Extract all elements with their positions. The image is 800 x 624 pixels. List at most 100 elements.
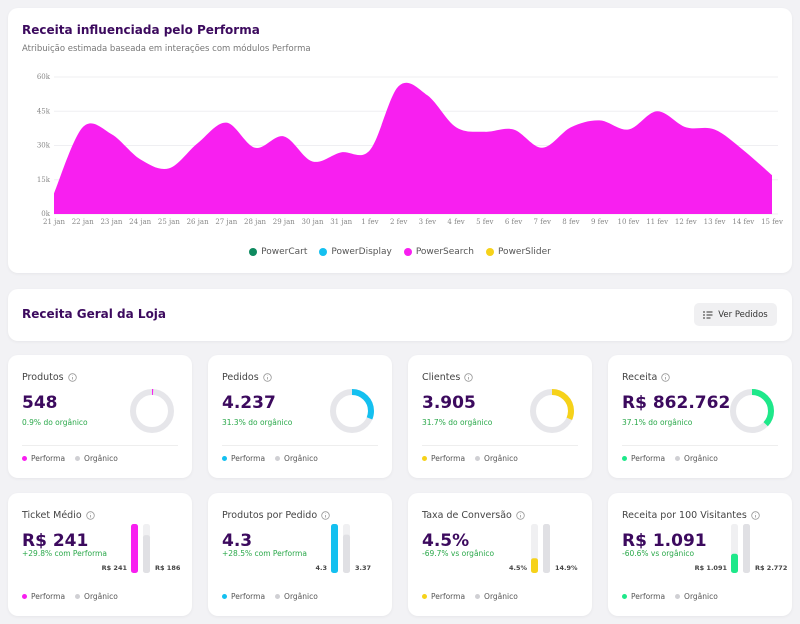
legend-label: Performa [431, 454, 466, 463]
x-tick-label: 27 jan [215, 218, 237, 226]
legend-swatch [622, 594, 627, 599]
x-tick-label: 1 fev [361, 218, 378, 226]
y-tick-label: 45k [37, 107, 51, 115]
x-tick-label: 3 fev [419, 218, 436, 226]
legend-item: PowerCart [249, 247, 307, 257]
x-tick-label: 25 jan [158, 218, 180, 226]
x-tick-label: 13 fev [704, 218, 726, 226]
legend-label: PowerCart [261, 247, 308, 257]
legend-item: Orgânico [75, 592, 118, 601]
bar-value-label: R$ 241 [102, 564, 128, 572]
legend-item: Orgânico [275, 454, 318, 463]
card-note: -60.6% vs orgânico [622, 549, 695, 558]
card-legend: Performa Orgânico [622, 592, 718, 601]
legend-swatch [22, 456, 27, 461]
x-tick-label: 14 fev [732, 218, 754, 226]
legend-item: Performa [22, 454, 65, 463]
x-tick-label: 8 fev [562, 218, 579, 226]
card-note: 0.9% do orgânico [22, 418, 88, 427]
bar-pair: R$ 241 R$ 186 [102, 524, 181, 573]
y-tick-label: 0k [41, 210, 50, 218]
legend-label: Orgânico [284, 592, 318, 601]
info-icon [516, 511, 525, 520]
legend-label: Performa [31, 592, 66, 601]
legend-label: Performa [231, 592, 266, 601]
divider [622, 445, 778, 446]
legend-swatch [675, 594, 681, 599]
legend-swatch [275, 456, 281, 461]
donut [530, 389, 574, 433]
donut-arc [130, 389, 174, 433]
card-title: Produtos [22, 372, 77, 383]
legend-item: Orgânico [675, 454, 718, 463]
legend-swatch [485, 248, 494, 256]
legend-label: Orgânico [684, 454, 718, 463]
donut [730, 389, 774, 433]
bar-value-label: 14.9% [555, 564, 578, 572]
card-value: 548 [22, 393, 58, 413]
bar-card: Receita por 100 Visitantes R$ 1.091 -60.6%… [608, 493, 792, 616]
bar-card: Produtos por Pedido 4.3 +28.5% com Perform… [208, 493, 392, 616]
x-tick-label: 10 fev [617, 218, 639, 226]
card-title: Produtos por Pedido [222, 510, 330, 521]
donut-arc [530, 389, 574, 433]
info-icon [321, 511, 330, 520]
x-tick-label: 31 jan [330, 218, 352, 226]
area [54, 82, 772, 215]
card-title: Clientes [422, 372, 473, 383]
legend-swatch [222, 594, 227, 599]
info-ring [661, 373, 670, 382]
card-title-text: Receita [622, 372, 658, 383]
divider [22, 445, 178, 446]
x-tick-label: 2 fev [390, 218, 407, 226]
bar-value-label: R$ 1.091 [695, 564, 728, 572]
card-legend: Performa Orgânico [422, 592, 518, 601]
x-tick-label: 24 jan [129, 218, 151, 226]
kpi-card: Receita R$ 862.762 37.1% do orgânico Perfor… [608, 355, 792, 478]
legend-label: Performa [231, 454, 266, 463]
legend-swatch [622, 456, 627, 461]
bar [331, 524, 338, 573]
bar [343, 534, 350, 573]
legend-label: PowerSlider [497, 247, 551, 257]
legend-label: Orgânico [284, 454, 318, 463]
button-label: Ver Pedidos [718, 309, 768, 320]
chart-title: Receita influenciada pelo Performa [22, 23, 260, 37]
bar-card: Taxa de Conversão 4.5% -69.7% vs orgânico P… [408, 493, 592, 616]
legend-item: Orgânico [75, 454, 118, 463]
bar [531, 558, 538, 573]
chart-subtitle: Atribuição estimada baseada em interaçõe… [22, 44, 311, 54]
legend-item: Orgânico [475, 592, 518, 601]
card-title: Ticket Médio [22, 510, 95, 521]
donut [330, 389, 374, 433]
legend-label: Orgânico [484, 592, 518, 601]
x-tick-label: 23 jan [100, 218, 122, 226]
section-title: Receita Geral da Loja [22, 307, 167, 321]
card-title-text: Produtos por Pedido [222, 510, 318, 521]
orders-button[interactable]: Ver Pedidos [694, 303, 777, 326]
info-icon [67, 373, 77, 382]
x-tick-label: 29 jan [273, 218, 295, 226]
donut [130, 389, 174, 433]
x-tick-label: 21 jan [43, 218, 65, 226]
card-legend: Performa Orgânico [422, 454, 518, 463]
legend-label: Performa [631, 592, 666, 601]
legend-swatch [422, 456, 427, 461]
bar-pair: 4.5% 14.9% [509, 524, 578, 573]
legend-label: Performa [431, 592, 466, 601]
donut-track [130, 389, 174, 433]
card-value: 4.5% [422, 531, 470, 551]
bar-pair: R$ 1.091 R$ 2.772 [695, 524, 787, 573]
legend-swatch [475, 594, 481, 599]
section-card: Receita Geral da Loja Ver Pedidos [8, 289, 792, 341]
info-icon [85, 511, 95, 520]
card-legend: Performa Orgânico [222, 454, 318, 463]
x-tick-label: 6 fev [505, 218, 522, 226]
legend-swatch [475, 456, 481, 461]
card-note: -69.7% vs orgânico [422, 549, 495, 558]
card-title: Receita por 100 Visitantes [622, 510, 760, 521]
info-ring [516, 511, 525, 520]
card-value: 4.237 [222, 393, 276, 413]
card-legend: Performa Orgânico [22, 454, 118, 463]
